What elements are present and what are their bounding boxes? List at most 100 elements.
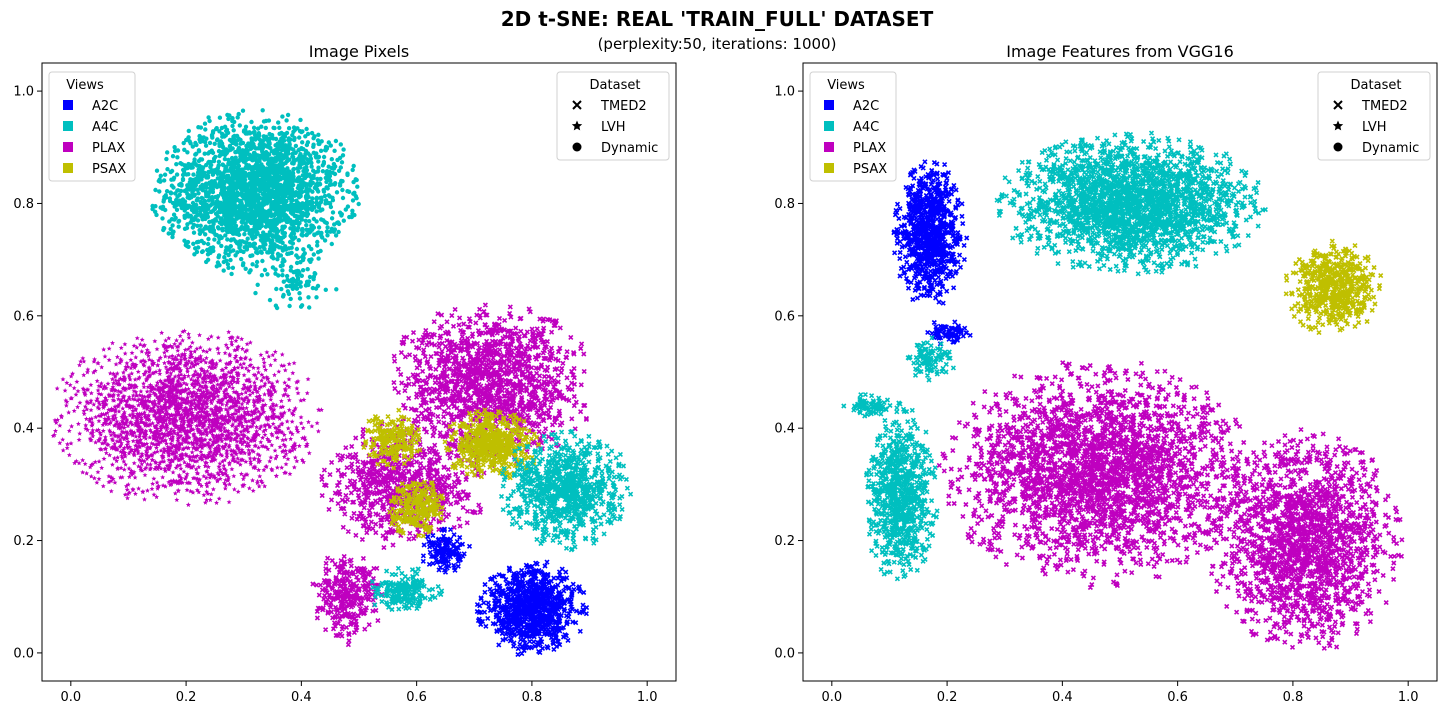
circle-marker-icon [1333,142,1343,152]
cluster-a2c-13 [420,526,473,575]
point-marks [387,479,446,539]
legend-label-dynamic: Dynamic [601,141,658,156]
y-tick-label: 0.2 [774,534,795,549]
cluster-a4c-10 [498,428,634,553]
panel-title: Image Features from VGG16 [1006,42,1234,61]
panel-2: Image Features from VGG16 0.0 0.2 0.4 0.6 0.8… [774,42,1438,705]
point-marks [1283,238,1384,336]
legend-dataset-box [556,71,670,161]
legend-label-psax: PSAX [92,162,126,177]
legend-dataset: Dataset TMED2 LVH Dynamic [1317,71,1431,161]
y-tick-label: 0.6 [774,309,795,324]
cluster-psax-7 [442,407,541,481]
x-tick-label: 0.0 [60,690,81,705]
x-tick-label: 1.0 [1398,690,1419,705]
legend-views-box [48,71,136,182]
legend-swatch-a2c [824,100,834,110]
point-marks [50,328,324,507]
axes-frame [41,62,677,682]
y-tick-label: 1.0 [774,85,795,100]
legend-label-psax: PSAX [853,162,887,177]
legend-swatch-plax [63,142,73,152]
legend-swatch-psax [63,163,73,173]
cluster-a2c-1 [891,159,970,306]
legend-label-a2c: A2C [92,99,118,114]
y-tick-label: 0.0 [13,646,34,661]
cluster-psax-7 [1283,238,1384,336]
star-marker-icon [1332,120,1344,131]
legend-label-lvh: LVH [601,120,625,135]
cluster-a4c-4 [994,130,1268,277]
cluster-a4c-5 [863,405,940,582]
cluster-plax-6 [310,553,385,648]
legend-dataset-box [1317,71,1431,161]
point-marks [310,553,385,648]
figure-title: 2D t-SNE: REAL 'TRAIN_FULL' DATASET [501,7,934,31]
x-tick-label: 0.0 [821,690,842,705]
point-marks [498,428,634,553]
point-marks [863,405,940,582]
cluster-psax-9 [361,407,423,471]
point-marks [420,526,473,575]
cluster-a4c-2 [253,256,339,311]
panel-title: Image Pixels [309,42,410,61]
point-marks [150,108,361,278]
cluster-psax-8 [387,479,446,539]
point-marks [442,407,541,481]
legend-swatch-plax [824,142,834,152]
y-tick-label: 1.0 [13,85,34,100]
legend-dataset-title: Dataset [1351,78,1402,93]
legend-label-a4c: A4C [92,120,118,135]
x-tick-label: 0.2 [937,690,958,705]
legend-views-title: Views [827,78,865,93]
cluster-a4c-6 [841,392,903,419]
y-tick-label: 0.8 [13,197,34,212]
cluster-a2c-2 [925,319,973,347]
legend-swatch-a4c [824,121,834,131]
point-marks [841,392,903,419]
legend-views: Views A2C A4C PLAX PSAX [48,71,136,182]
legend-label-dynamic: Dynamic [1362,141,1419,156]
point-marks [1203,427,1405,651]
x-tick-label: 0.4 [291,690,312,705]
panel-1: Image Pixels 0.0 0.2 0.4 0.6 0.8 1.0 0.0 0.2 0.4 0… [13,42,677,705]
y-tick-label: 0.0 [774,646,795,661]
cluster-plax-9 [1203,427,1405,651]
x-tick-label: 0.2 [176,690,197,705]
x-tick-label: 0.6 [406,690,427,705]
legend-views: Views A2C A4C PLAX PSAX [809,71,897,182]
point-marks [361,407,423,471]
x-tick-label: 0.8 [522,690,543,705]
legend-views-box [809,71,897,182]
cluster-a4c-11 [369,565,445,613]
cluster-plax-4 [391,302,589,469]
legend-swatch-a4c [63,121,73,131]
cluster-a4c-3 [905,335,956,383]
cluster-a2c-12 [474,559,590,658]
star-marker-icon [571,120,583,131]
point-marks [369,565,445,613]
x-tick-label: 0.8 [1283,690,1304,705]
cluster-a4c-1 [150,108,361,278]
x-marker-icon [1333,100,1343,110]
circle-marker-icon [572,142,582,152]
x-marker-icon [572,100,582,110]
legend-label-plax: PLAX [853,141,886,156]
legend-label-plax: PLAX [92,141,125,156]
x-tick-label: 0.6 [1167,690,1188,705]
legend-label-tmed2: TMED2 [600,99,647,114]
legend-label-tmed2: TMED2 [1361,99,1408,114]
point-marks [905,335,956,383]
legend-dataset: Dataset TMED2 LVH Dynamic [556,71,670,161]
points [50,108,634,658]
figure-subtitle: (perplexity:50, iterations: 1000) [598,35,837,53]
legend-label-a4c: A4C [853,120,879,135]
legend-dataset-title: Dataset [590,78,641,93]
legend-label-lvh: LVH [1362,120,1386,135]
point-marks [391,302,589,469]
x-tick-label: 1.0 [637,690,658,705]
y-tick-label: 0.4 [13,422,34,437]
y-tick-label: 0.6 [13,309,34,324]
y-tick-label: 0.2 [13,534,34,549]
